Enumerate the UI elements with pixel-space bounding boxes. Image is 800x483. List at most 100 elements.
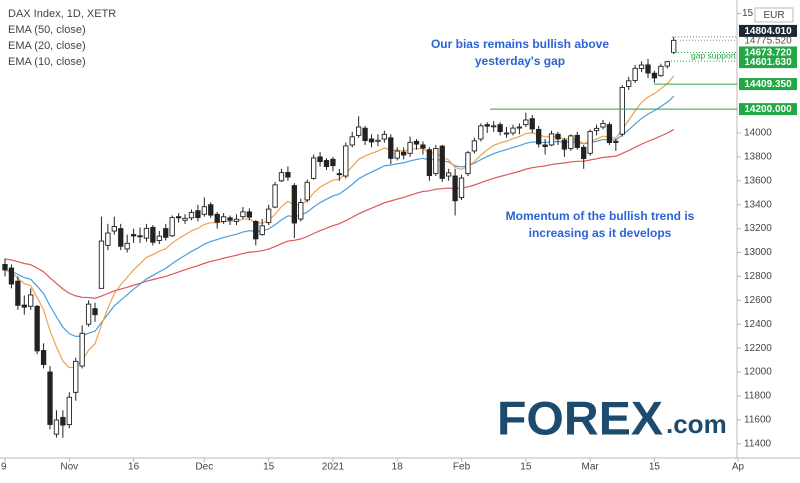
candle-body [491, 125, 497, 128]
candle-body [310, 157, 317, 179]
candle-body [40, 350, 47, 365]
price-label-box [739, 24, 797, 37]
candle-body [568, 135, 574, 149]
candle-body [253, 220, 259, 240]
candle-body [182, 217, 188, 221]
price-label-box [739, 46, 797, 59]
y-tick-label: 12800 [744, 271, 772, 282]
candle-body [536, 128, 542, 145]
candle-body [137, 235, 143, 238]
price-label: 14409.350 [744, 79, 792, 90]
candle-body [458, 177, 465, 198]
y-tick-label: 13600 [744, 175, 772, 186]
candle-body [21, 304, 27, 308]
annotation: increasing as it develops [529, 226, 672, 240]
x-tick-label: 15 [649, 462, 661, 473]
x-tick-label: 18 [392, 462, 404, 473]
candle-body [407, 141, 413, 154]
candle-body [388, 137, 394, 159]
y-tick-label: 12200 [744, 343, 772, 354]
candle-body [401, 151, 407, 156]
price-label: 14804.010 [744, 26, 792, 37]
currency-label: EUR [763, 10, 784, 21]
candle-body [73, 360, 79, 393]
x-tick-label: 2021 [322, 462, 345, 473]
candle-body [163, 228, 169, 238]
candle-body [671, 39, 677, 53]
currency-box [754, 7, 794, 23]
x-tick-label: Mar [582, 462, 600, 473]
candle-body [555, 133, 561, 140]
y-tick-label: 14000 [744, 128, 772, 139]
price-label-box [739, 78, 797, 91]
candle-body [471, 140, 478, 152]
candle-body [619, 87, 625, 135]
candle-body [169, 217, 175, 237]
candle-body [60, 416, 66, 426]
x-tick-label: Ap [732, 462, 745, 473]
candle-body [497, 124, 503, 133]
candle-body [201, 206, 207, 215]
candle-body [304, 181, 310, 201]
candle-body [85, 303, 92, 325]
x-tick-label: Dec [195, 462, 213, 473]
candle-body [446, 172, 452, 177]
y-tick-label: 13200 [744, 223, 772, 234]
plot-area [2, 36, 677, 438]
price-label-box [739, 56, 797, 69]
candle-body [600, 122, 606, 128]
candle-body [381, 133, 388, 140]
annotation: Momentum of the bullish trend is [506, 209, 695, 223]
candle-body [574, 134, 580, 148]
candle-body [150, 226, 156, 243]
candle-body [2, 264, 8, 271]
y-tick-label: 12000 [744, 367, 772, 378]
candle-body [523, 119, 529, 126]
candle-body [626, 80, 632, 87]
candle-body [349, 136, 355, 146]
candle-body [548, 133, 555, 146]
candle-body [593, 127, 600, 132]
gap-label: gap support [691, 51, 737, 61]
y-tick-label: 12400 [744, 319, 772, 330]
candle-body [323, 160, 330, 168]
candle-body [542, 144, 548, 147]
candle-body [658, 65, 664, 77]
candle-body [53, 419, 60, 435]
candle-body [503, 132, 510, 135]
candle-body [587, 131, 593, 154]
candle-body [92, 308, 98, 316]
legend-label: EMA (50, close) [8, 24, 86, 36]
candle-body [233, 218, 240, 222]
annotation: Our bias remains bullish above [431, 37, 609, 51]
candle-body [47, 371, 53, 425]
x-tick-label: 16 [128, 462, 140, 473]
candle-body [272, 184, 278, 208]
candle-body [613, 140, 619, 143]
candle-body [124, 242, 130, 250]
candle-body [98, 240, 105, 289]
candle-body [8, 267, 15, 285]
price-label-box [739, 103, 797, 116]
annotation: yesterday's gap [475, 54, 565, 68]
logo-main: FOREX [497, 391, 663, 444]
candle-body [484, 124, 490, 127]
candle-body [420, 144, 426, 149]
candle-body [452, 175, 458, 202]
candle-body [130, 234, 137, 237]
candle-body [638, 64, 645, 69]
candle-body [118, 228, 124, 247]
candle-body [561, 139, 568, 150]
candle-body [291, 185, 297, 224]
candle-body [317, 156, 323, 163]
candle-body [34, 305, 40, 352]
legend-label: EMA (20, close) [8, 40, 86, 52]
candle-body [394, 150, 400, 159]
candle-body [343, 145, 349, 177]
candle-body [510, 127, 516, 134]
candle-body [15, 280, 21, 306]
candle-body [439, 145, 445, 179]
candle-body [79, 332, 85, 367]
